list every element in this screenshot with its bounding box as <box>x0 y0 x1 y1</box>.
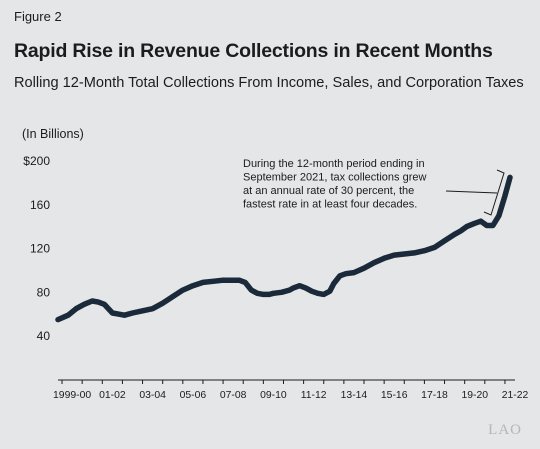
data-point <box>343 271 349 276</box>
data-point <box>150 306 155 311</box>
y-axis-ticks: 40 80 120 160 $200 <box>23 154 50 343</box>
data-point <box>361 265 367 271</box>
data-point <box>230 278 236 283</box>
y-tick-label: 40 <box>37 329 51 343</box>
data-point <box>327 288 332 294</box>
data-point <box>484 223 490 228</box>
data-point <box>102 302 107 307</box>
annotation-text-line: September 2021, tax collections grew <box>243 172 426 184</box>
series-group <box>55 174 513 323</box>
x-tick-label: 09-10 <box>260 390 287 401</box>
annotation-text-line: at an annual rate of 30 percent, the <box>243 185 414 197</box>
x-tick-label: 07-08 <box>220 390 247 401</box>
data-point <box>432 245 437 250</box>
data-point <box>291 285 296 291</box>
annotation-text-line: fastest rate in at least four decades. <box>243 199 417 211</box>
x-axis: 1999-00 01-02 03-04 05-06 07-08 09-10 11-12 13-… <box>53 379 529 401</box>
data-point <box>243 280 248 285</box>
data-point <box>210 279 216 284</box>
data-point <box>297 283 302 288</box>
data-point <box>190 283 196 288</box>
data-point <box>271 291 276 296</box>
data-point <box>279 290 284 295</box>
x-tick-label: 13-14 <box>341 390 368 401</box>
data-point <box>371 260 377 265</box>
y-tick-label: 80 <box>37 285 51 299</box>
x-tick-label: 03-04 <box>139 390 166 401</box>
data-point <box>331 281 337 286</box>
data-point <box>478 218 483 224</box>
annotation-bracket <box>483 169 505 216</box>
x-tick-label: 19-20 <box>461 390 488 401</box>
data-point <box>502 193 508 199</box>
annotation-text-line: During the 12-month period ending in <box>243 158 425 170</box>
data-point <box>236 278 242 283</box>
data-point <box>110 310 115 316</box>
data-point <box>490 223 496 228</box>
data-point <box>458 228 463 234</box>
data-point <box>464 224 469 229</box>
data-point <box>90 298 95 304</box>
data-point <box>261 292 266 297</box>
data-point <box>116 311 121 317</box>
x-tick-label: 21-22 <box>502 390 529 401</box>
data-point <box>200 280 206 285</box>
chart-title: Rapid Rise in Revenue Collections in Rec… <box>14 40 493 62</box>
data-point <box>472 221 477 226</box>
chart-subtitle: Rolling 12-Month Total Collections From … <box>14 75 524 91</box>
data-point <box>255 291 260 296</box>
data-point <box>140 308 145 314</box>
data-point <box>287 287 292 293</box>
data-point <box>65 313 71 318</box>
x-tick-label: 01-02 <box>99 390 126 401</box>
data-point <box>321 292 326 297</box>
data-point <box>412 250 417 256</box>
data-point <box>249 287 254 293</box>
data-point <box>337 273 343 279</box>
data-point <box>507 175 513 180</box>
data-point <box>303 285 308 291</box>
y-tick-label: $200 <box>23 154 50 168</box>
x-tick-label: 11-12 <box>301 390 327 401</box>
data-point <box>170 294 175 299</box>
x-tick-label: 15-16 <box>381 390 408 401</box>
y-tick-label: 120 <box>30 242 50 256</box>
data-point <box>452 232 457 237</box>
figure-label: Figure 2 <box>14 9 62 24</box>
data-point <box>130 310 135 316</box>
data-point <box>351 270 357 275</box>
data-point <box>496 213 502 218</box>
data-point <box>96 299 101 305</box>
data-point <box>442 238 447 244</box>
x-tick-label: 05-06 <box>180 390 207 401</box>
data-point <box>381 256 387 261</box>
x-tick-label: 17-18 <box>421 390 448 401</box>
x-tick-label: 1999-00 <box>53 390 91 401</box>
data-point <box>55 317 61 322</box>
data-point <box>180 287 186 293</box>
data-point <box>422 248 427 253</box>
data-point <box>309 288 314 294</box>
data-point <box>315 291 320 296</box>
y-axis-unit-label: (In Billions) <box>22 127 84 141</box>
data-point <box>122 313 127 318</box>
data-point <box>220 278 226 283</box>
data-point <box>392 252 397 258</box>
lao-logo: LAO <box>488 422 522 438</box>
data-point <box>73 306 79 311</box>
y-tick-label: 160 <box>30 198 50 212</box>
data-point <box>81 302 87 307</box>
annotation: During the 12-month period ending in Sept… <box>243 158 505 216</box>
annotation-leader-line <box>445 190 498 194</box>
data-point <box>267 292 272 297</box>
data-point <box>160 300 165 306</box>
data-point <box>402 251 407 257</box>
